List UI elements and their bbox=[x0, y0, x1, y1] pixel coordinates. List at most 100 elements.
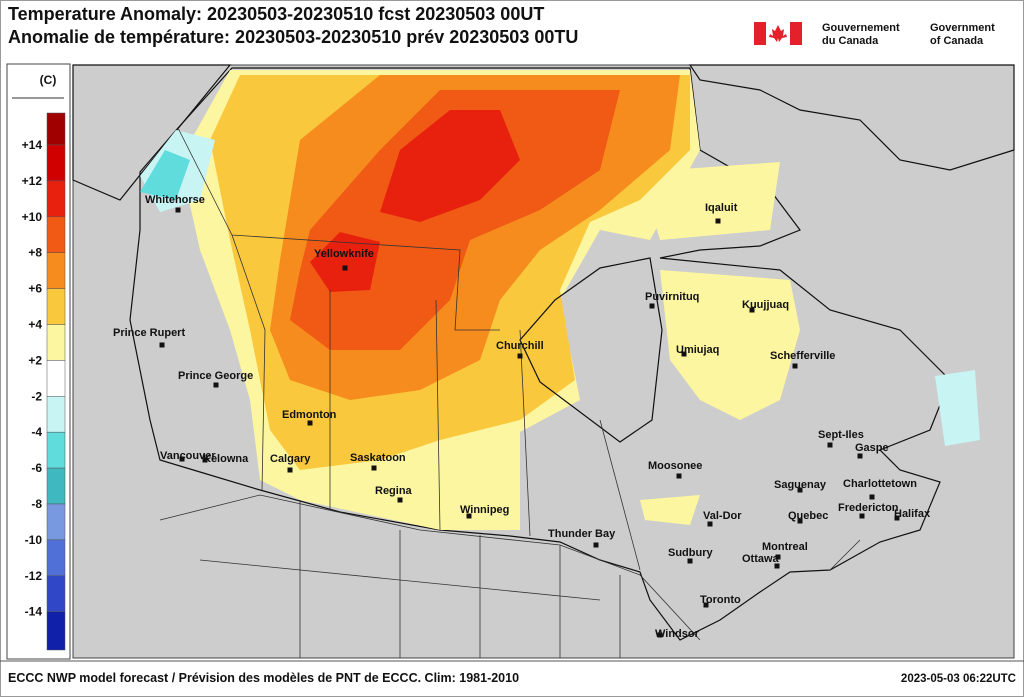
city-dot bbox=[687, 558, 693, 564]
city-label: Saskatoon bbox=[350, 452, 406, 464]
city-dot bbox=[792, 363, 798, 369]
city-label: Sudbury bbox=[668, 547, 713, 559]
city-label: Schefferville bbox=[770, 350, 835, 362]
city-dot bbox=[827, 442, 833, 448]
city-label: Whitehorse bbox=[145, 194, 205, 206]
legend-band bbox=[46, 467, 66, 505]
city-label: Montreal bbox=[762, 541, 808, 553]
city-label: Puvirnituq bbox=[645, 291, 699, 303]
legend-band bbox=[46, 539, 66, 577]
anomaly-10-12 bbox=[310, 110, 520, 292]
city-dot bbox=[681, 351, 687, 357]
legend-label: -8 bbox=[31, 497, 42, 511]
city-label: Gaspe bbox=[855, 442, 889, 454]
legend-label: -2 bbox=[31, 389, 42, 403]
city-dot bbox=[179, 456, 185, 462]
legend-label: -6 bbox=[31, 461, 42, 475]
city-dot bbox=[517, 353, 523, 359]
city-label: Vancouver bbox=[160, 450, 216, 462]
city-label: Prince George bbox=[178, 370, 253, 382]
city-dot bbox=[869, 494, 875, 500]
legend-band bbox=[46, 112, 66, 146]
city-dot bbox=[703, 602, 709, 608]
city-dot bbox=[797, 518, 803, 524]
city-label: Kuujjuaq bbox=[742, 299, 789, 311]
city-dot bbox=[657, 632, 663, 638]
city-dot bbox=[797, 487, 803, 493]
city-dot bbox=[175, 207, 181, 213]
city-label: Calgary bbox=[270, 453, 311, 465]
legend-band bbox=[46, 252, 66, 289]
city-label: Ottawa bbox=[742, 553, 780, 565]
city-label: Toronto bbox=[700, 594, 741, 606]
legend-label: +14 bbox=[22, 138, 43, 152]
legend-band bbox=[46, 180, 66, 218]
legend-label: +10 bbox=[22, 210, 43, 224]
title-fr: Anomalie de température: 20230503-202305… bbox=[8, 27, 578, 47]
city-label: Regina bbox=[375, 485, 413, 497]
city-dot bbox=[287, 467, 293, 473]
legend-label: -10 bbox=[25, 533, 43, 547]
city-dot bbox=[397, 497, 403, 503]
city-dot bbox=[749, 307, 755, 313]
city-label: Churchill bbox=[496, 340, 544, 352]
province-borders bbox=[177, 127, 861, 571]
city-label: Saguenay bbox=[774, 479, 827, 491]
city-label: Prince Rupert bbox=[113, 327, 185, 339]
legend-unit: (C) bbox=[40, 73, 57, 87]
city-label: Fredericton bbox=[838, 502, 899, 514]
hudson-bay bbox=[519, 257, 663, 443]
anomaly-2-4-east bbox=[640, 162, 800, 525]
alaska bbox=[72, 64, 232, 201]
legend-label: +12 bbox=[22, 174, 43, 188]
city-dot bbox=[593, 542, 599, 548]
us-borders bbox=[159, 494, 701, 658]
legend-band bbox=[46, 503, 66, 541]
city-dot bbox=[307, 420, 313, 426]
city-label: Halifax bbox=[894, 508, 931, 520]
city-dot bbox=[857, 453, 863, 459]
city-label: Yellowknife bbox=[314, 248, 374, 260]
legend-band bbox=[46, 324, 66, 361]
legend-scale: +14 +12 +10 +8 +6 +4 +2 -2 -4 -6 -8 -10 -12 -14 bbox=[22, 112, 66, 651]
city-label: Sept-Iles bbox=[818, 429, 864, 441]
legend-band bbox=[46, 431, 66, 469]
gov-en-2: of Canada bbox=[930, 35, 984, 47]
legend-band bbox=[46, 288, 66, 325]
legend-label: -4 bbox=[31, 425, 42, 439]
city-dot bbox=[676, 473, 682, 479]
legend-label: +6 bbox=[28, 282, 42, 296]
legend-band bbox=[46, 360, 66, 397]
city-label: Kelowna bbox=[203, 453, 249, 465]
city-label: Thunder Bay bbox=[548, 528, 616, 540]
city-label: Windsor bbox=[655, 628, 700, 640]
city-label: Iqaluit bbox=[705, 202, 738, 214]
greenland bbox=[688, 64, 1015, 171]
anomaly-minus-4-6 bbox=[140, 150, 190, 200]
legend-band bbox=[46, 396, 66, 433]
city-label: Charlottetown bbox=[843, 478, 917, 490]
city-dot bbox=[202, 457, 208, 463]
gov-fr-2: du Canada bbox=[822, 35, 879, 47]
legend-band bbox=[46, 216, 66, 253]
gov-fr-1: Gouvernement bbox=[822, 22, 900, 34]
map bbox=[72, 64, 1015, 659]
city-dot bbox=[342, 265, 348, 271]
city-layer: Whitehorse Yellowknife Prince Rupert Prince… bbox=[113, 194, 931, 640]
legend-label: -12 bbox=[25, 569, 43, 583]
city-dot bbox=[715, 218, 721, 224]
city-label: Umiujaq bbox=[676, 344, 719, 356]
city-dot bbox=[775, 554, 781, 560]
city-label: Quebec bbox=[788, 510, 828, 522]
anomaly-8-10 bbox=[290, 90, 620, 350]
legend-band bbox=[46, 575, 66, 612]
city-dot bbox=[466, 513, 472, 519]
city-label: Moosonee bbox=[648, 460, 702, 472]
city-label: Val-Dor bbox=[703, 510, 742, 522]
legend-label: +2 bbox=[28, 353, 42, 367]
city-dot bbox=[371, 465, 377, 471]
legend-band bbox=[46, 144, 66, 182]
title-en: Temperature Anomaly: 20230503-20230510 f… bbox=[8, 4, 544, 24]
city-label: Winnipeg bbox=[460, 504, 509, 516]
